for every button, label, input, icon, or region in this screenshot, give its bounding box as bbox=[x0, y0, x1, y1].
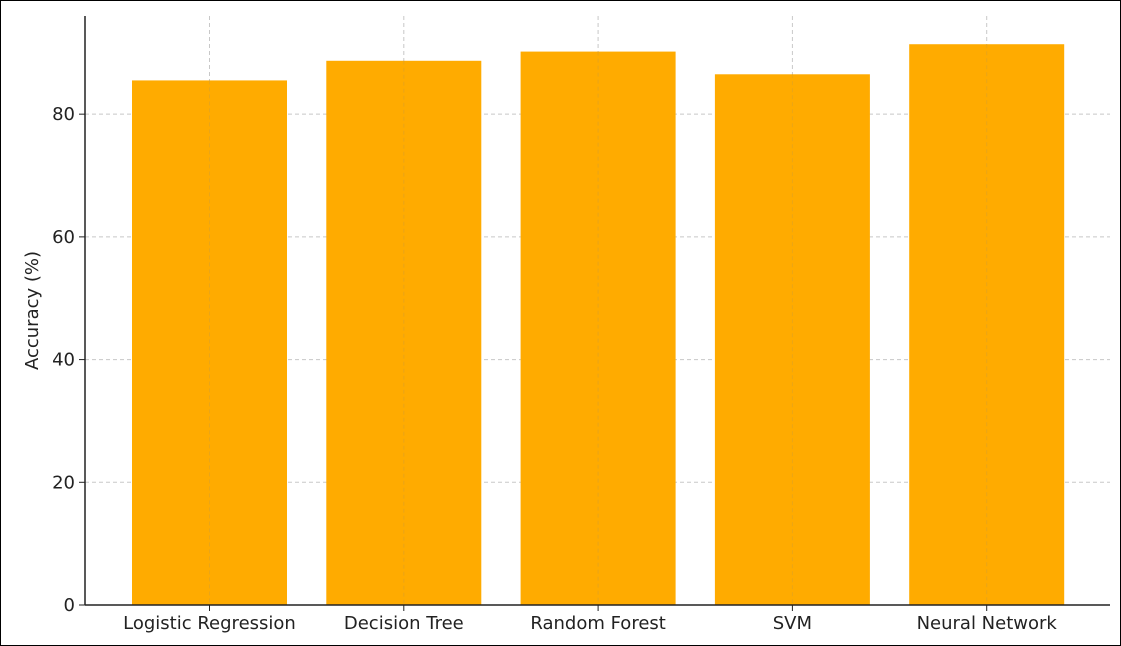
bars-layer bbox=[132, 44, 1065, 606]
y-tick-label: 60 bbox=[52, 227, 75, 248]
y-tick-label: 20 bbox=[52, 472, 75, 493]
x-tick-labels: Logistic Regression Decision Tree Random F… bbox=[123, 605, 1057, 634]
y-tick-label: 0 bbox=[64, 595, 75, 616]
y-tick-label: 80 bbox=[52, 104, 75, 125]
x-tick-label: SVM bbox=[773, 613, 812, 634]
x-tick-label: Decision Tree bbox=[344, 613, 464, 634]
x-tick-label: Neural Network bbox=[917, 613, 1058, 634]
y-tick-label: 40 bbox=[52, 350, 75, 371]
y-axis-title: Accuracy (%) bbox=[22, 251, 43, 370]
x-tick-label: Random Forest bbox=[530, 613, 665, 634]
x-tick-label: Logistic Regression bbox=[123, 613, 296, 634]
bar-decision-tree bbox=[326, 60, 482, 606]
y-tick-labels: 0 20 40 60 80 bbox=[52, 104, 85, 616]
